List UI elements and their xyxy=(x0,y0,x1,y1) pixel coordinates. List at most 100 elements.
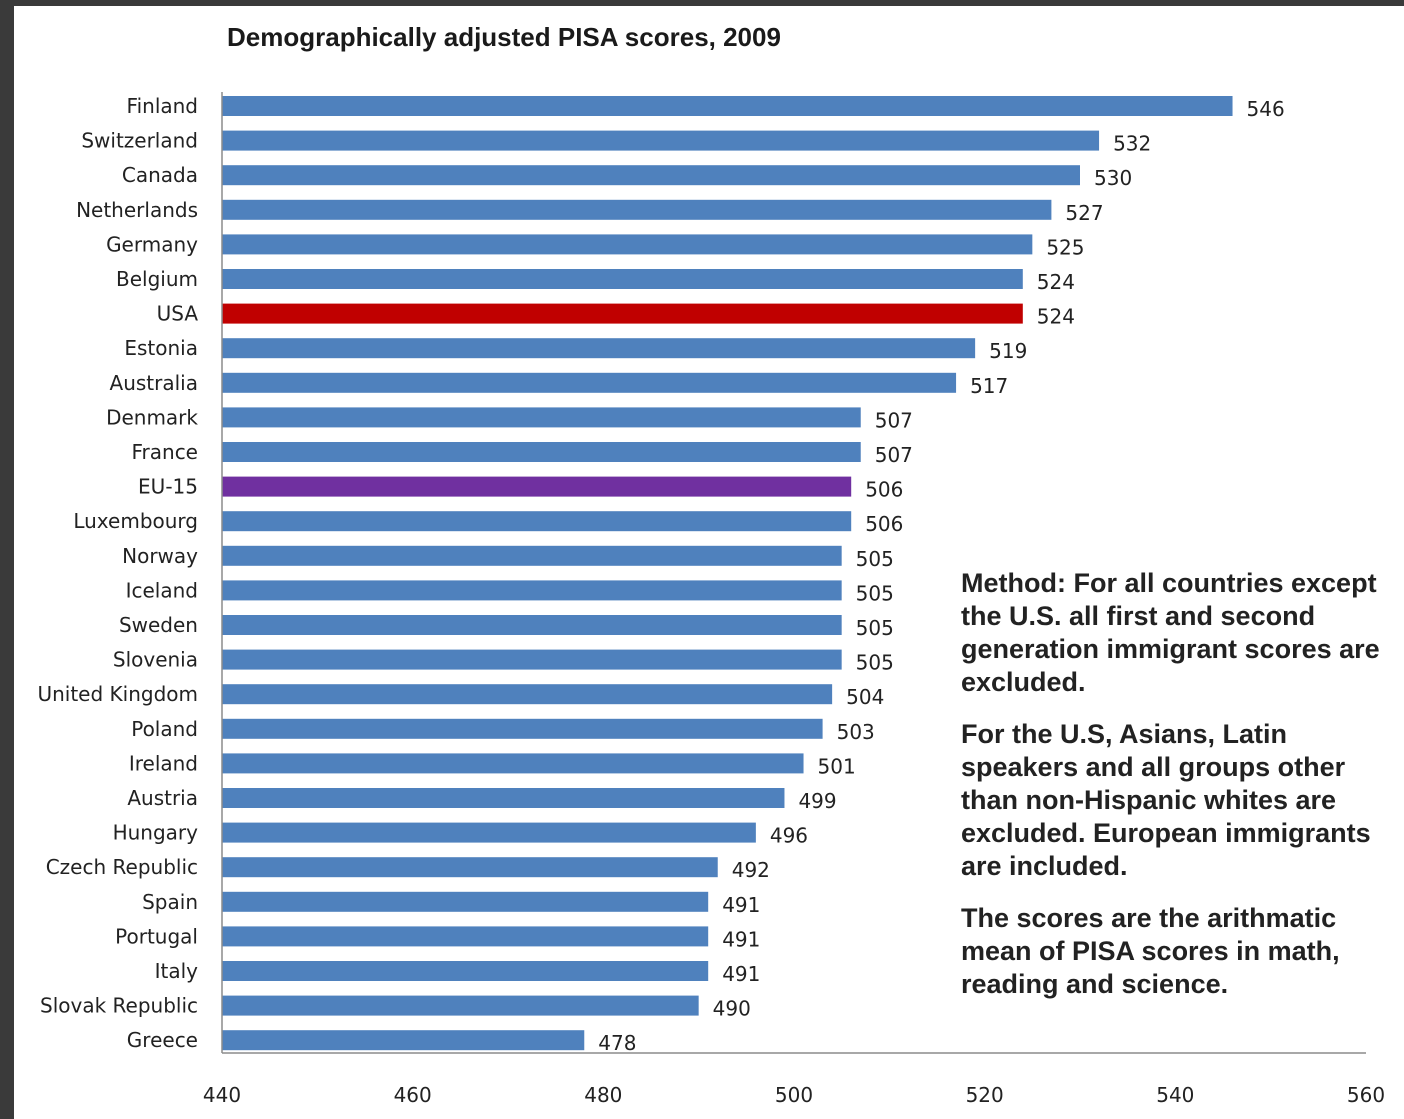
value-label-italy: 491 xyxy=(722,962,760,986)
category-label-canada: Canada xyxy=(122,163,198,187)
x-tick-label-540: 540 xyxy=(1156,1083,1194,1107)
category-label-slovenia: Slovenia xyxy=(113,648,198,672)
value-label-france: 507 xyxy=(875,443,913,467)
chart-title: Demographically adjusted PISA scores, 20… xyxy=(227,22,781,52)
value-label-czech-republic: 492 xyxy=(732,858,770,882)
value-label-spain: 491 xyxy=(722,893,760,917)
category-label-australia: Australia xyxy=(110,371,198,395)
category-labels: Finland Switzerland Canada Netherlands Germa… xyxy=(37,94,198,1052)
bar-canada xyxy=(222,165,1080,186)
chart-frame: Demographically adjusted PISA scores, 20… xyxy=(14,6,1404,1119)
method-notes: Method: For all countries except the U.S… xyxy=(961,567,1401,1020)
value-label-switzerland: 532 xyxy=(1113,132,1151,156)
bar-poland xyxy=(222,718,823,739)
category-label-italy: Italy xyxy=(155,959,199,983)
category-label-france: France xyxy=(131,440,198,464)
bar-chart: Demographically adjusted PISA scores, 20… xyxy=(37,22,1385,1107)
value-label-greece: 478 xyxy=(598,1031,636,1055)
category-label-iceland: Iceland xyxy=(126,578,198,602)
category-label-portugal: Portugal xyxy=(115,924,198,948)
note-method: Method: For all countries except the U.S… xyxy=(961,568,1380,697)
category-label-switzerland: Switzerland xyxy=(81,129,198,153)
category-label-spain: Spain xyxy=(142,890,198,914)
category-label-germany: Germany xyxy=(106,232,198,256)
category-label-usa: USA xyxy=(157,302,199,326)
bar-greece xyxy=(222,1030,585,1051)
category-label-slovak-republic: Slovak Republic xyxy=(40,994,198,1018)
bar-norway xyxy=(222,545,842,566)
value-label-slovenia: 505 xyxy=(856,651,894,675)
value-label-usa: 524 xyxy=(1037,305,1075,329)
bar-portugal xyxy=(222,926,709,947)
bar-estonia xyxy=(222,338,976,359)
x-tick-label-560: 560 xyxy=(1347,1083,1385,1107)
bars-group xyxy=(222,96,1233,1051)
bar-switzerland xyxy=(222,130,1100,151)
value-label-belgium: 524 xyxy=(1037,270,1075,294)
category-label-finland: Finland xyxy=(127,94,198,118)
value-label-sweden: 505 xyxy=(856,616,894,640)
bar-france xyxy=(222,442,861,462)
x-tick-label-500: 500 xyxy=(775,1083,813,1107)
value-label-austria: 499 xyxy=(798,789,836,813)
category-label-denmark: Denmark xyxy=(106,405,198,429)
bar-germany xyxy=(222,234,1033,255)
axes-group: 440 460 480 500 520 540 560 xyxy=(203,92,1385,1107)
value-label-netherlands: 527 xyxy=(1065,201,1103,225)
bar-netherlands xyxy=(222,199,1052,220)
value-label-estonia: 519 xyxy=(989,339,1027,363)
value-label-norway: 505 xyxy=(856,547,894,571)
bar-czech-republic xyxy=(222,857,718,878)
category-label-norway: Norway xyxy=(122,544,198,568)
bar-usa xyxy=(222,303,1023,324)
value-label-poland: 503 xyxy=(837,720,875,744)
bar-iceland xyxy=(222,580,842,601)
category-label-hungary: Hungary xyxy=(113,821,199,845)
value-label-united-kingdom: 504 xyxy=(846,685,884,709)
category-label-eu-15: EU-15 xyxy=(138,475,198,499)
bar-australia xyxy=(222,372,957,393)
value-label-iceland: 505 xyxy=(856,581,894,605)
bar-belgium xyxy=(222,269,1023,289)
bar-slovak-republic xyxy=(222,995,699,1016)
value-label-canada: 530 xyxy=(1094,166,1132,190)
value-label-denmark: 507 xyxy=(875,408,913,432)
value-label-finland: 546 xyxy=(1247,97,1285,121)
category-label-netherlands: Netherlands xyxy=(76,198,198,222)
bar-austria xyxy=(222,788,785,808)
x-tick-label-480: 480 xyxy=(584,1083,622,1107)
category-label-austria: Austria xyxy=(127,786,198,810)
value-label-germany: 525 xyxy=(1046,235,1084,259)
bar-luxembourg xyxy=(222,511,852,532)
value-label-slovak-republic: 490 xyxy=(713,997,751,1021)
note-score-mean: The scores are the arithmatic mean of PI… xyxy=(961,903,1340,999)
bar-finland xyxy=(222,96,1233,116)
category-label-united-kingdom: United Kingdom xyxy=(37,682,198,706)
x-tick-label-440: 440 xyxy=(203,1083,241,1107)
value-labels: 546 532 530 527 525 524 524 519 517 507 507 506 506 5… xyxy=(598,97,1284,1055)
x-tick-label-520: 520 xyxy=(966,1083,1004,1107)
category-label-sweden: Sweden xyxy=(119,613,198,637)
bar-denmark xyxy=(222,407,861,428)
category-label-ireland: Ireland xyxy=(129,751,198,775)
value-label-portugal: 491 xyxy=(722,927,760,951)
value-label-luxembourg: 506 xyxy=(865,512,903,536)
bar-hungary xyxy=(222,822,756,843)
category-label-luxembourg: Luxembourg xyxy=(73,509,198,533)
value-label-eu-15: 506 xyxy=(865,478,903,502)
value-label-australia: 517 xyxy=(970,374,1008,398)
bar-united-kingdom xyxy=(222,684,833,705)
note-us-exclusions: For the U.S, Asians, Latin speakers and … xyxy=(961,719,1371,881)
bar-eu-15 xyxy=(222,476,852,497)
category-label-poland: Poland xyxy=(131,717,198,741)
bar-italy xyxy=(222,961,709,981)
value-label-ireland: 501 xyxy=(818,754,856,778)
bar-slovenia xyxy=(222,649,842,670)
bar-sweden xyxy=(222,615,842,635)
value-label-hungary: 496 xyxy=(770,824,808,848)
bar-ireland xyxy=(222,753,804,774)
category-label-belgium: Belgium xyxy=(116,267,198,291)
bar-spain xyxy=(222,891,709,912)
category-label-greece: Greece xyxy=(127,1028,198,1052)
x-tick-label-460: 460 xyxy=(394,1083,432,1107)
